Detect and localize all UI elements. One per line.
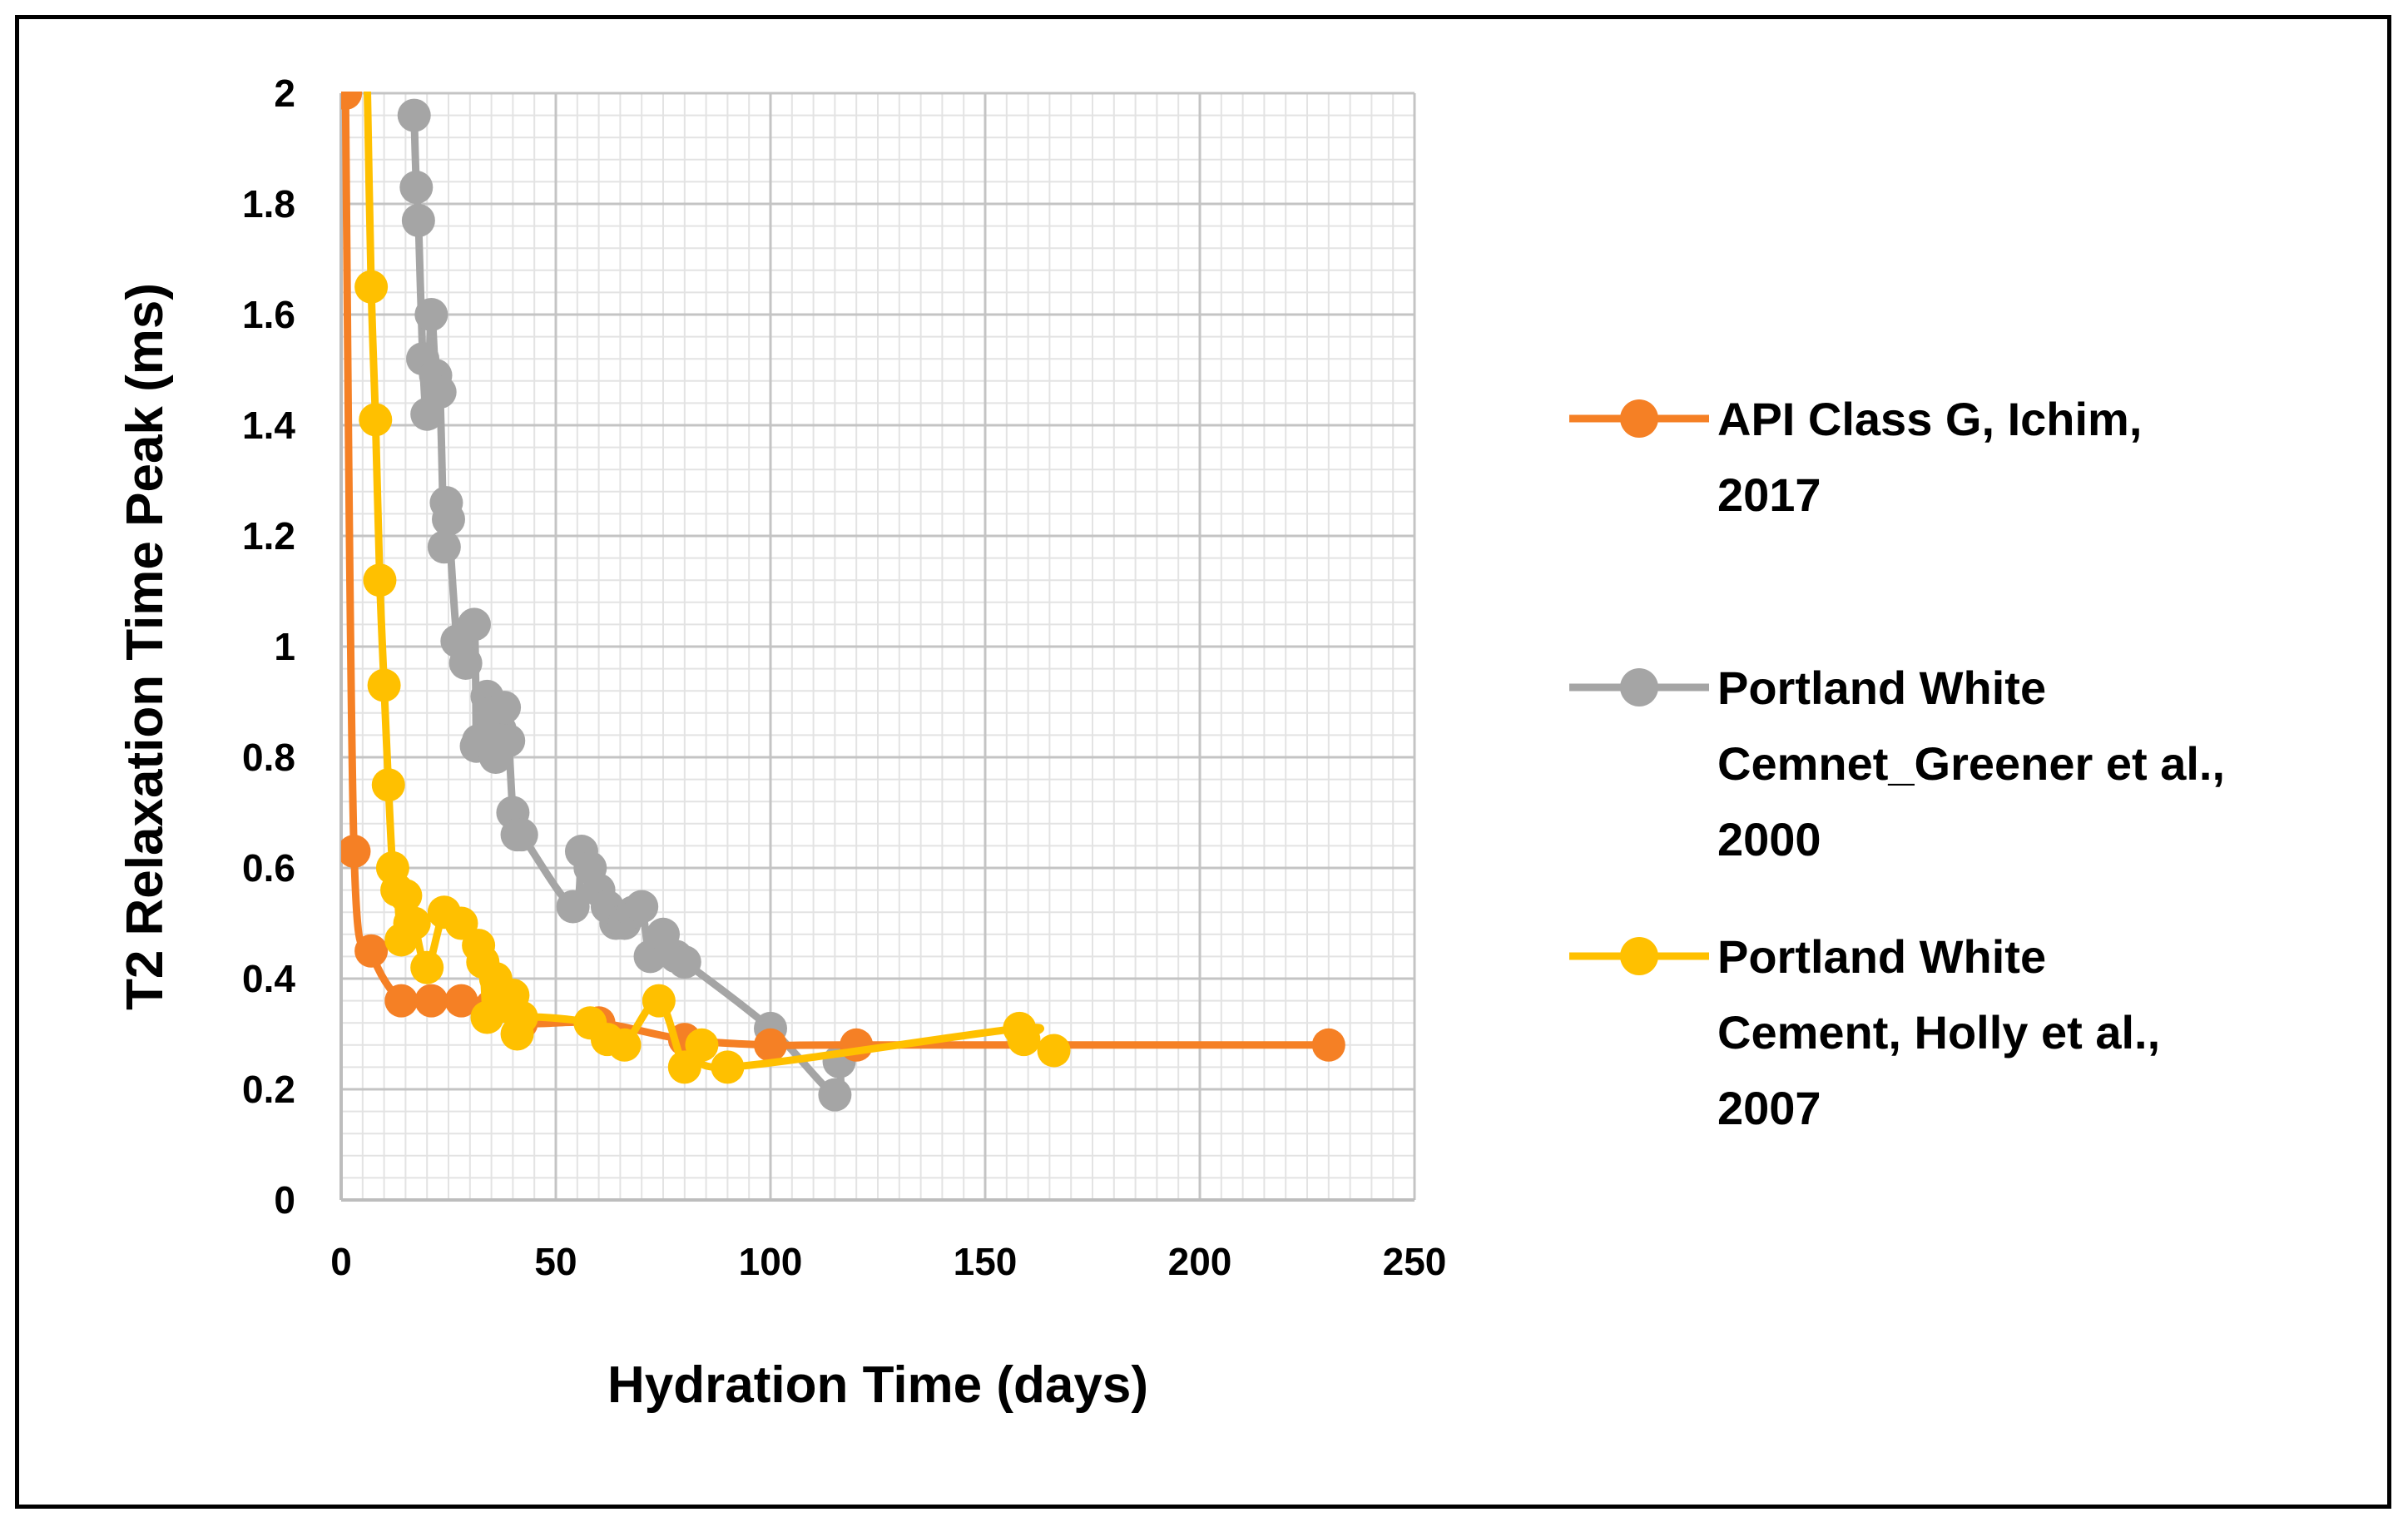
legend-swatch-marker [1620,937,1658,975]
series-point-1 [399,171,434,205]
y-tick-label: 1.4 [242,404,295,447]
series-point-1 [504,818,538,852]
series-2 [350,49,1071,1084]
series-point-0 [414,984,448,1018]
series-0 [341,92,1345,1062]
legend-entry-2: Portland White Cement, Holly et al., 2007 [1569,930,2160,1134]
y-tick-label: 0.8 [242,736,295,779]
series-point-2 [1037,1034,1071,1068]
legend-label-line: Portland White [1717,662,2046,714]
x-tick-label: 0 [330,1240,352,1283]
series-point-2 [1007,1023,1041,1057]
series-point-0 [341,92,363,110]
series-line-0 [341,92,1333,1049]
y-tick-label: 0.6 [242,846,295,890]
legend-swatch-marker [1620,668,1658,706]
series-point-2 [397,906,431,940]
x-tick-label: 50 [534,1240,577,1283]
series-point-2 [607,1028,642,1062]
series-point-2 [367,668,401,702]
series-point-1 [667,945,701,979]
y-tick-label: 0.2 [242,1068,295,1111]
series-point-1 [414,298,448,331]
series-point-1 [397,98,431,132]
series-point-0 [444,984,478,1018]
series-layer [341,49,1345,1112]
series-point-2 [504,1000,538,1034]
series-point-2 [410,950,444,984]
series-point-0 [341,835,371,869]
series-point-0 [1311,1028,1345,1062]
x-tick-label: 100 [739,1240,803,1283]
legend-label-line: 2000 [1717,813,1821,865]
series-point-1 [401,203,435,237]
series-point-2 [371,768,405,802]
major-grid [339,92,1416,1202]
legend-label-line: Portland White [1717,930,2046,983]
legend-label-line: 2017 [1717,469,1821,521]
legend-entry-1: Portland White Cemnet_Greener et al., 2000 [1569,662,2225,865]
x-tick-labels: 0 50 100 150 200 250 [330,1240,1446,1283]
series-point-2 [363,563,397,597]
series-point-1 [423,375,457,409]
y-tick-labels: 0 0.2 0.4 0.6 0.8 1 1.2 1.4 1.6 1.8 2 [242,72,295,1222]
x-axis-title: Hydration Time (days) [607,1356,1148,1414]
series-point-2 [389,879,423,913]
y-tick-label: 0.4 [242,957,295,1000]
legend-entry-0: API Class G, Ichim, 2017 [1569,393,2142,521]
series-point-1 [448,646,483,680]
y-tick-label: 1 [274,625,295,668]
series-point-1 [457,607,491,642]
series-point-1 [818,1078,852,1112]
legend-label-line: Cement, Holly et al., [1717,1006,2160,1058]
series-point-2 [354,270,389,304]
y-tick-label: 1.6 [242,293,295,336]
y-axis-title: T2 Relaxation Time Peak (ms) [116,283,174,1010]
axes [339,93,1415,1202]
x-tick-label: 150 [954,1240,1018,1283]
legend-label-line: API Class G, Ichim, [1717,393,2142,445]
y-tick-label: 2 [274,72,295,115]
y-tick-label: 0 [274,1178,295,1222]
series-point-0 [754,1028,787,1062]
series-point-1 [488,691,522,725]
legend-label-line: Cemnet_Greener et al., [1717,737,2225,790]
series-point-1 [625,890,659,924]
series-point-0 [840,1028,874,1062]
series-point-2 [350,49,384,82]
legend-swatch-marker [1620,399,1658,438]
series-point-1 [432,503,465,537]
series-point-0 [354,934,389,968]
series-1 [397,98,856,1112]
series-point-2 [711,1050,745,1084]
chart-frame [15,15,2391,1509]
series-point-2 [685,1028,719,1062]
series-point-1 [492,724,526,758]
series-point-0 [384,984,419,1018]
legend-label-line: 2007 [1717,1082,1821,1134]
series-point-1 [427,530,461,564]
series-point-1 [556,890,590,924]
y-tick-label: 1.8 [242,182,295,226]
series-point-2 [359,403,393,437]
legend: API Class G, Ichim, 2017 Portland White Cem… [1569,393,2225,1134]
x-tick-label: 200 [1168,1240,1232,1283]
y-tick-label: 1.2 [242,514,295,558]
series-point-2 [642,984,676,1018]
x-tick-label: 250 [1383,1240,1447,1283]
